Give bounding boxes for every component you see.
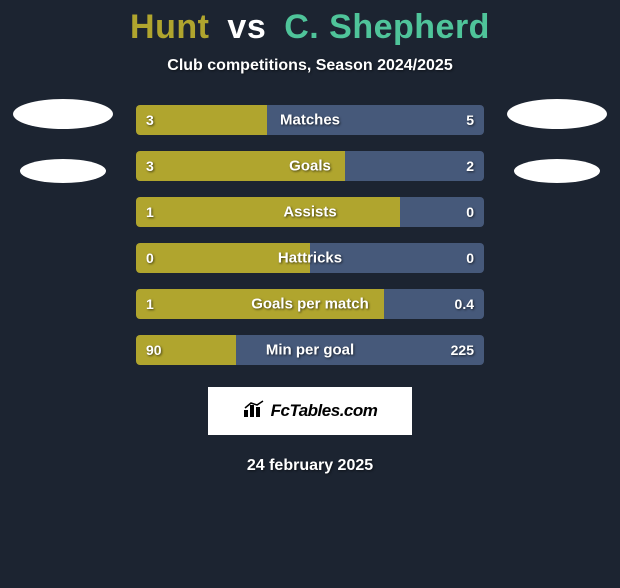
- subtitle: Club competitions, Season 2024/2025: [0, 57, 620, 75]
- stat-row-right-value: 0.4: [455, 296, 474, 312]
- stat-row-right-seg: [345, 151, 484, 181]
- stat-row-goals: 3 2 Goals: [136, 151, 484, 181]
- stat-row-label: Goals per match: [251, 296, 369, 313]
- stat-row-label: Matches: [280, 112, 340, 129]
- stat-row-left-value: 3: [146, 158, 154, 174]
- stat-row-assists: 1 0 Assists: [136, 197, 484, 227]
- stat-row-min-per-goal: 90 225 Min per goal: [136, 335, 484, 365]
- stat-row-left-value: 0: [146, 250, 154, 266]
- stat-bars: 3 5 Matches 3 2 Goals 1 0 Assists 0 0 Hattricks 1 0.4…: [136, 105, 484, 365]
- stat-row-left-value: 90: [146, 342, 162, 358]
- date-line: 24 february 2025: [0, 457, 620, 475]
- fctables-logo-text: FcTables.com: [271, 401, 378, 421]
- comparison-content: 3 5 Matches 3 2 Goals 1 0 Assists 0 0 Hattricks 1 0.4…: [0, 105, 620, 365]
- comparison-title: Hunt vs C. Shepherd: [0, 8, 620, 47]
- stat-row-left-seg: [136, 197, 400, 227]
- stat-row-matches: 3 5 Matches: [136, 105, 484, 135]
- player2-name: C. Shepherd: [284, 8, 490, 46]
- stat-row-left-value: 1: [146, 296, 154, 312]
- stat-row-label: Min per goal: [266, 342, 354, 359]
- stat-row-left-value: 3: [146, 112, 154, 128]
- left-avatar-column: [8, 99, 118, 183]
- fctables-logo-badge: FcTables.com: [208, 387, 412, 435]
- player1-avatar: [13, 99, 113, 129]
- stat-row-left-seg: [136, 105, 267, 135]
- player1-club-avatar: [20, 159, 106, 183]
- player2-avatar: [507, 99, 607, 129]
- player2-club-avatar: [514, 159, 600, 183]
- stat-row-right-value: 0: [466, 250, 474, 266]
- right-avatar-column: [502, 99, 612, 183]
- stat-row-label: Goals: [289, 158, 331, 175]
- stat-row-label: Assists: [283, 204, 336, 221]
- stat-row-right-value: 2: [466, 158, 474, 174]
- player1-name: Hunt: [130, 8, 209, 46]
- stat-row-right-value: 0: [466, 204, 474, 220]
- vs-separator: vs: [227, 8, 266, 46]
- stat-row-goals-per-match: 1 0.4 Goals per match: [136, 289, 484, 319]
- fctables-chart-icon: [243, 400, 265, 423]
- stat-row-right-value: 5: [466, 112, 474, 128]
- stat-row-left-value: 1: [146, 204, 154, 220]
- stat-row-label: Hattricks: [278, 250, 342, 267]
- stat-row-hattricks: 0 0 Hattricks: [136, 243, 484, 273]
- stat-row-right-value: 225: [451, 342, 474, 358]
